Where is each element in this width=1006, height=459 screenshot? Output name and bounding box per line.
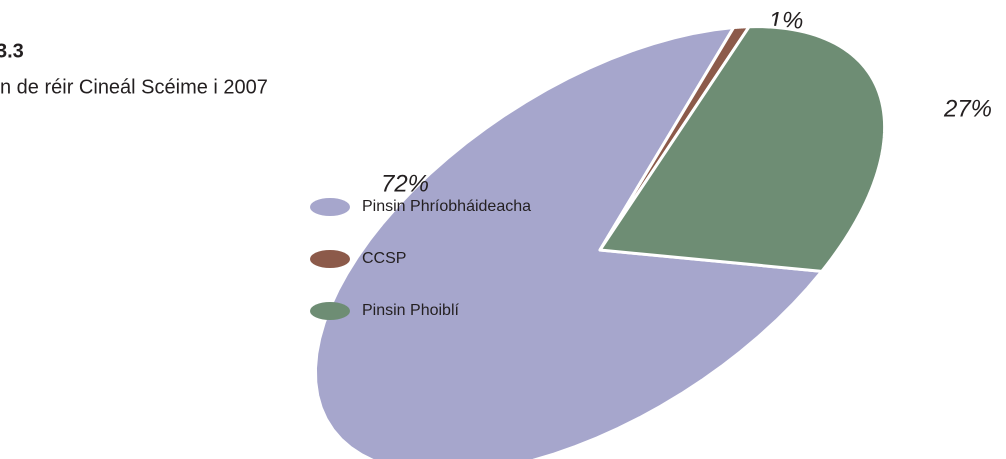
legend-swatch (310, 198, 350, 216)
data-label: 27% (943, 95, 992, 122)
legend-swatch (310, 302, 350, 320)
pie-slice (313, 26, 824, 459)
legend-label: CCSP (362, 250, 406, 267)
chart-title: 3.3 (0, 40, 24, 62)
chart-subtitle: n de réir Cineál Scéime i 2007 (0, 76, 268, 98)
legend-swatch (310, 250, 350, 268)
pie-slice (598, 25, 887, 273)
legend-label: Pinsin Phoiblí (362, 302, 460, 319)
legend-label: Pinsin Phríobháideacha (362, 198, 531, 215)
data-label: 72% (381, 170, 429, 197)
